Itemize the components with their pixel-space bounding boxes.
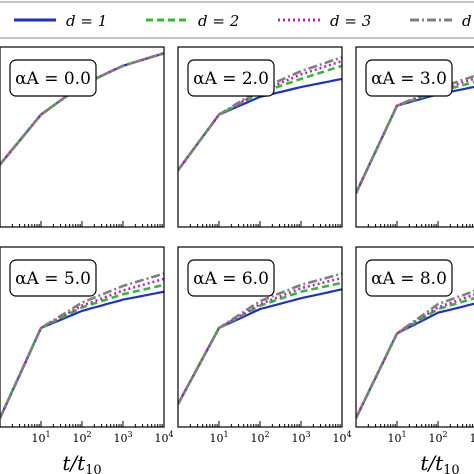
panel-5: αA = 6.0 101 102 103 104 bbox=[177, 246, 352, 445]
series-line-d1 bbox=[0, 290, 164, 419]
x-tick-label: 101 bbox=[31, 430, 50, 445]
plot-frame bbox=[355, 46, 474, 228]
plot-frame bbox=[177, 46, 343, 228]
panel-2: αA = 2.0 bbox=[177, 46, 343, 228]
panel-label: αA = 6.0 bbox=[193, 269, 269, 289]
panel-label-box bbox=[9, 259, 97, 297]
panel-label: αA = 2.0 bbox=[193, 69, 269, 89]
series-line-d4 bbox=[178, 272, 342, 405]
panel-label-box bbox=[365, 259, 453, 297]
x-axis-title: t/t10 bbox=[420, 451, 459, 474]
series-line-d2 bbox=[356, 297, 474, 419]
panel-label-box bbox=[187, 259, 275, 297]
x-tick-label: 103 bbox=[291, 430, 310, 445]
plot-frame bbox=[355, 246, 474, 428]
plot-frame bbox=[0, 246, 165, 428]
legend: d = 1 d = 2 d = 3 d = 4 bbox=[0, 1, 474, 39]
panel-label: αA = 3.0 bbox=[371, 69, 447, 89]
series-group bbox=[0, 272, 164, 419]
series-group bbox=[356, 289, 474, 419]
x-tick-label: 104 bbox=[332, 430, 351, 445]
series-line-d4 bbox=[178, 56, 342, 171]
x-tick-label: 102 bbox=[72, 430, 91, 445]
series-group bbox=[178, 272, 342, 405]
legend-label-2: d = 2 bbox=[198, 12, 239, 30]
x-tick-label: 102 bbox=[250, 430, 269, 445]
legend-label-4: d = 4 bbox=[462, 12, 474, 30]
series-line-d2 bbox=[0, 283, 164, 419]
panel-4: αA = 5.0 101 102 103 104 bbox=[0, 246, 174, 445]
x-tick-label: 101 bbox=[209, 430, 228, 445]
x-tick-label: 101 bbox=[387, 430, 406, 445]
legend-box bbox=[0, 1, 474, 39]
series-line-d3 bbox=[178, 276, 342, 405]
legend-label-1: d = 1 bbox=[66, 12, 107, 30]
panel-label: αA = 8.0 bbox=[371, 269, 447, 289]
series-line-d4 bbox=[0, 272, 164, 419]
legend-label-3: d = 3 bbox=[330, 12, 371, 30]
plot-frame bbox=[177, 246, 343, 428]
series-line-d2 bbox=[178, 281, 342, 405]
panel-label: αA = 5.0 bbox=[15, 269, 91, 289]
x-axis-title: t/t10 bbox=[62, 451, 101, 474]
x-tick-label: 102 bbox=[428, 430, 447, 445]
series-line-d3 bbox=[0, 277, 164, 419]
panel-3: αA = 3.0 bbox=[355, 46, 474, 228]
panel-label-box bbox=[365, 59, 453, 97]
panel-label-box bbox=[187, 59, 275, 97]
panel-1: αA = 0.0 bbox=[0, 46, 165, 228]
x-tick-label: 103 bbox=[113, 430, 132, 445]
series-line-d3 bbox=[356, 293, 474, 419]
panel-label: αA = 0.0 bbox=[15, 69, 91, 89]
series-line-d4 bbox=[356, 289, 474, 419]
plot-frame bbox=[0, 46, 165, 228]
panel-label-box bbox=[9, 59, 97, 97]
series-line-d1 bbox=[356, 302, 474, 419]
x-tick-label: 104 bbox=[154, 430, 173, 445]
x-tick-label: 103 bbox=[469, 430, 474, 445]
